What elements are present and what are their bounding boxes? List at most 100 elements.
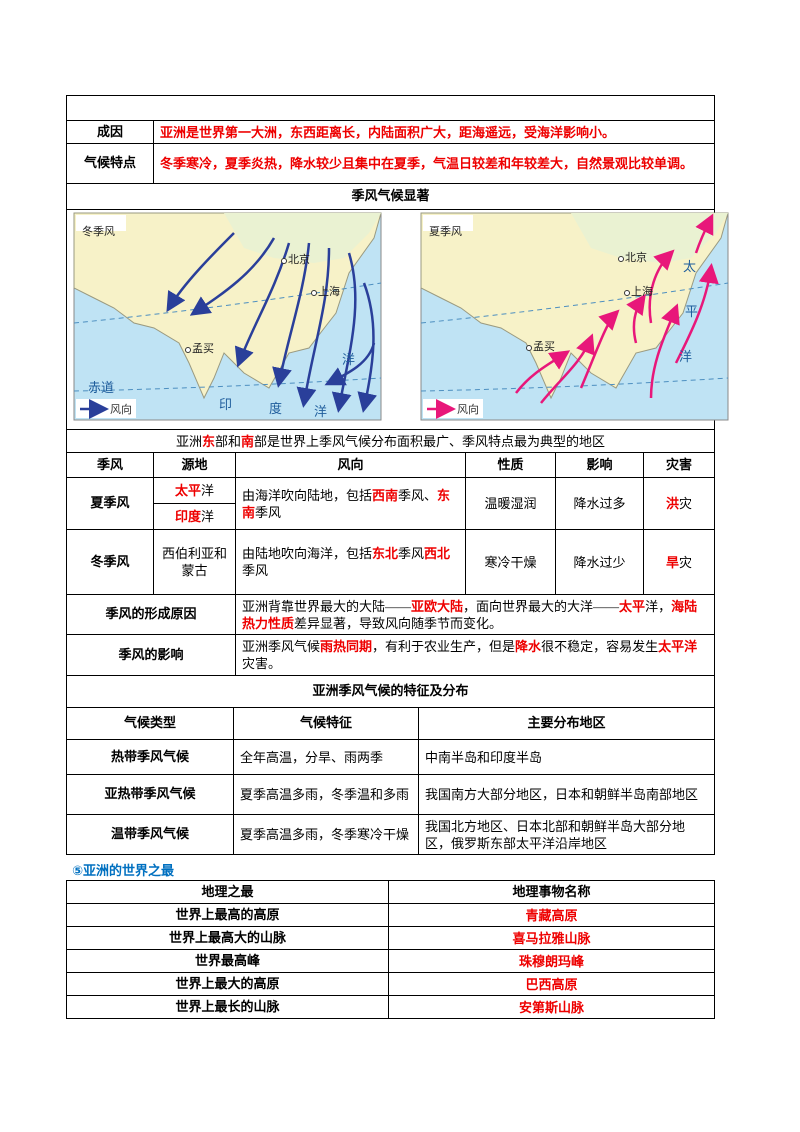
summary: 亚洲东部和南部是世界上季风气候分布面积最广、季风特点最为典型的地区 bbox=[66, 429, 715, 453]
wind-arrow bbox=[648, 249, 675, 324]
row: 季风的形成原因 亚洲背靠世界最大的大陆——亚欧大陆，面向世界最大的大洋——太平洋，… bbox=[66, 594, 715, 635]
superlative: 世界上最长的山脉 bbox=[66, 995, 389, 1019]
table-body: 季风 源地 风向 性质 影响 灾害 夏季风 太平洋 由海洋吹向陆地，包括西南季风、东南季风 温暖湿… bbox=[66, 452, 715, 708]
source: 太平洋 bbox=[153, 477, 236, 504]
section-title: 亚洲季风气候的特征及分布 bbox=[66, 675, 715, 708]
ocean-label: 平 bbox=[685, 305, 698, 320]
text-run: 季风 bbox=[255, 504, 282, 520]
table: 成因 亚洲是世界第一大洲，东西距离长，内陆面积广大，距海遥远，受海洋影响小。 气候特… bbox=[66, 95, 729, 453]
main-tables: 成因 亚洲是世界第一大洲，东西距离长，内陆面积广大，距海遥远，受海洋影响小。 气候特… bbox=[66, 95, 729, 855]
row: 世界最高峰 珠穆朗玛峰 bbox=[66, 949, 715, 973]
text-run: 很不稳定，容易发生 bbox=[541, 639, 659, 654]
superlative: 世界上最大的高原 bbox=[66, 972, 389, 996]
ocean-label: 洋 bbox=[679, 350, 692, 365]
ocean-label: 印 bbox=[219, 398, 232, 413]
section-heading: ⑤亚洲的世界之最 bbox=[72, 864, 175, 879]
wind-arrow bbox=[272, 242, 311, 388]
superlative: 世界上最高的高原 bbox=[66, 903, 389, 927]
text-run: 东 bbox=[201, 433, 215, 449]
ocean-label: 赤道 bbox=[88, 381, 114, 396]
map-label: 上海 bbox=[318, 284, 340, 298]
column-header: 地理之最 bbox=[66, 880, 389, 904]
row: 世界上最高大的山脉 喜马拉雅山脉 bbox=[66, 926, 715, 950]
column-header: 气候类型 bbox=[66, 707, 234, 740]
map-cell: 冬季风 北京 上海 孟买洋印度洋赤道 风向 夏季风 北京 上海 孟买太平洋风向 bbox=[66, 209, 729, 430]
text-run: 洋 bbox=[201, 483, 215, 498]
superlative: 世界最高峰 bbox=[66, 949, 389, 973]
wind-arrow bbox=[296, 247, 331, 408]
wind-arrow bbox=[649, 303, 680, 399]
table: 气候类型 气候特征 主要分布地区 热带季风气候 全年高温，分旱、雨两季 中南半岛和印度半岛… bbox=[66, 707, 715, 855]
text-run: 亚洲季风气候 bbox=[242, 639, 321, 654]
row bbox=[66, 95, 715, 121]
source: 西伯利亚和蒙古 bbox=[153, 529, 236, 595]
text-run: 灾 bbox=[679, 554, 693, 570]
legend-label: 风向 bbox=[457, 402, 479, 416]
row: 季风气候显著 bbox=[66, 183, 715, 210]
map-label: 冬季风 bbox=[82, 224, 115, 238]
table: 地理之最 地理事物名称 世界上最高的高原 青藏高原 世界上最高大的山脉 喜马拉雅山脉 世界最… bbox=[66, 880, 715, 1019]
row-content: 亚洲季风气候雨热同期，有利于农业生产，但是降水很不稳定，容易发生太平洋灾害。 bbox=[235, 634, 715, 676]
feature-name: 安第斯山脉 bbox=[388, 995, 715, 1019]
label-box bbox=[76, 215, 126, 231]
cell: 全年高温，分旱、雨两季 bbox=[233, 739, 419, 775]
column-header: 性质 bbox=[465, 452, 556, 478]
tropic-line bbox=[73, 282, 382, 324]
row: 世界上最高的高原 青藏高原 bbox=[66, 903, 715, 927]
land-north bbox=[224, 213, 381, 263]
row: 亚热带季风气候 夏季高温多雨，冬季温和多雨 我国南方大部分地区，日本和朝鲜半岛南部地… bbox=[66, 774, 715, 815]
row: 温带季风气候 夏季高温多雨，冬季寒冷干燥 我国北方地区、日本北部和朝鲜半岛大部分地区… bbox=[66, 814, 715, 855]
text-run: 西南 bbox=[372, 487, 399, 503]
text-run: 旱 bbox=[665, 554, 679, 570]
feature-name: 珠穆朗玛峰 bbox=[388, 949, 715, 973]
table-body: 气候类型 气候特征 主要分布地区 热带季风气候 全年高温，分旱、雨两季 中南半岛和印度半岛… bbox=[66, 707, 715, 855]
text-run: 亚洲背靠世界最大的大陆—— bbox=[242, 598, 412, 614]
ocean-label: 洋 bbox=[342, 353, 355, 368]
map-label: 夏季风 bbox=[429, 225, 462, 238]
cell: 夏季高温多雨，冬季温和多雨 bbox=[233, 774, 419, 815]
text-run: 灾 bbox=[679, 496, 693, 511]
cell: 我国北方地区、日本北部和朝鲜半岛大部分地区，俄罗斯东部太平洋沿岸地区 bbox=[418, 814, 715, 855]
disaster: 旱灾 bbox=[643, 529, 715, 595]
empty-cell bbox=[66, 95, 715, 121]
wind-arrow bbox=[694, 213, 714, 254]
cell: 中南半岛和印度半岛 bbox=[418, 739, 715, 775]
legend-label: 风向 bbox=[110, 402, 132, 416]
superlative: 世界上最高大的山脉 bbox=[66, 926, 389, 950]
map-label: 上海 bbox=[631, 284, 653, 298]
climate-type: 热带季风气候 bbox=[66, 739, 234, 775]
effect: 降水过多 bbox=[555, 477, 644, 530]
city-dot bbox=[185, 347, 191, 353]
row-content: 冬季寒冷，夏季炎热，降水较少且集中在夏季，气温日较差和年较差大，自然景观比较单调… bbox=[153, 143, 715, 184]
superlatives-wrap: 地理之最 地理事物名称 世界上最高的高原 青藏高原 世界上最高大的山脉 喜马拉雅山脉 世界最… bbox=[66, 880, 715, 1019]
text-run: 季风 bbox=[242, 563, 269, 578]
row: 亚洲季风气候的特征及分布 bbox=[66, 675, 715, 708]
nature: 温暖湿润 bbox=[465, 477, 556, 530]
ocean-label: 度 bbox=[269, 401, 282, 417]
row: 冬季风 西伯利亚和蒙古 由陆地吹向海洋，包括东北季风西北季风 寒冷干燥 降水过少 旱灾 bbox=[66, 529, 715, 595]
text-run: 亚洲 bbox=[175, 433, 202, 449]
text-run: 雨热同期 bbox=[320, 639, 373, 654]
section-title: 季风气候显著 bbox=[66, 183, 715, 210]
row: 世界上最大的高原 巴西高原 bbox=[66, 972, 715, 996]
text-run: 差异显著，导致风向随季节而变化。 bbox=[294, 615, 503, 631]
table-body: 成因 亚洲是世界第一大洲，东西距离长，内陆面积广大，距海遥远，受海洋影响小。 气候特… bbox=[66, 95, 729, 453]
row: 亚洲东部和南部是世界上季风气候分布面积最广、季风特点最为典型的地区 bbox=[66, 429, 715, 453]
source: 印度洋 bbox=[153, 503, 236, 530]
column-header: 风向 bbox=[235, 452, 466, 478]
wind-arrow bbox=[626, 293, 646, 344]
equator-line bbox=[73, 377, 382, 392]
direction: 由海洋吹向陆地，包括西南季风、东南季风 bbox=[235, 477, 466, 530]
row: 冬季风 北京 上海 孟买洋印度洋赤道 风向 夏季风 北京 上海 孟买太平洋风向 bbox=[66, 209, 729, 430]
text-run: 亚欧大陆 bbox=[411, 598, 464, 614]
text-run: 西北 bbox=[424, 546, 451, 561]
disaster: 洪灾 bbox=[643, 477, 715, 530]
column-header: 气候特征 bbox=[233, 707, 419, 740]
row: 印度洋 bbox=[67, 503, 715, 530]
row-label: 成因 bbox=[66, 120, 154, 144]
column-header: 季风 bbox=[66, 452, 154, 478]
text-run: 洪 bbox=[665, 496, 679, 511]
text-run: 西伯利亚和蒙古 bbox=[161, 546, 227, 578]
